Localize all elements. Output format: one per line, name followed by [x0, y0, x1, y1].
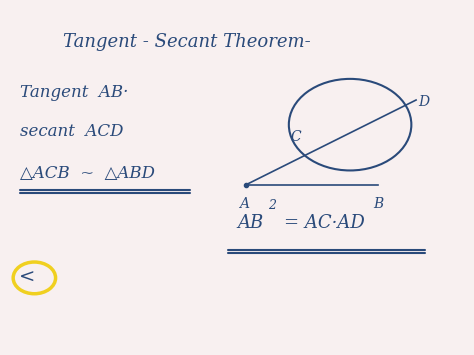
- Text: C: C: [290, 130, 301, 144]
- Text: B: B: [373, 197, 383, 211]
- Text: Tangent - Secant Theorem-: Tangent - Secant Theorem-: [63, 33, 310, 51]
- Text: <: <: [19, 269, 36, 287]
- Text: = AC·AD: = AC·AD: [284, 214, 365, 232]
- Text: 2: 2: [268, 199, 275, 212]
- Text: AB: AB: [237, 214, 263, 232]
- Text: D: D: [419, 95, 429, 109]
- Text: A: A: [239, 197, 249, 211]
- Text: secant  ACD: secant ACD: [20, 123, 124, 140]
- Text: Tangent  AB·: Tangent AB·: [20, 84, 128, 102]
- Text: △ACB  ~  △ABD: △ACB ~ △ABD: [20, 165, 155, 182]
